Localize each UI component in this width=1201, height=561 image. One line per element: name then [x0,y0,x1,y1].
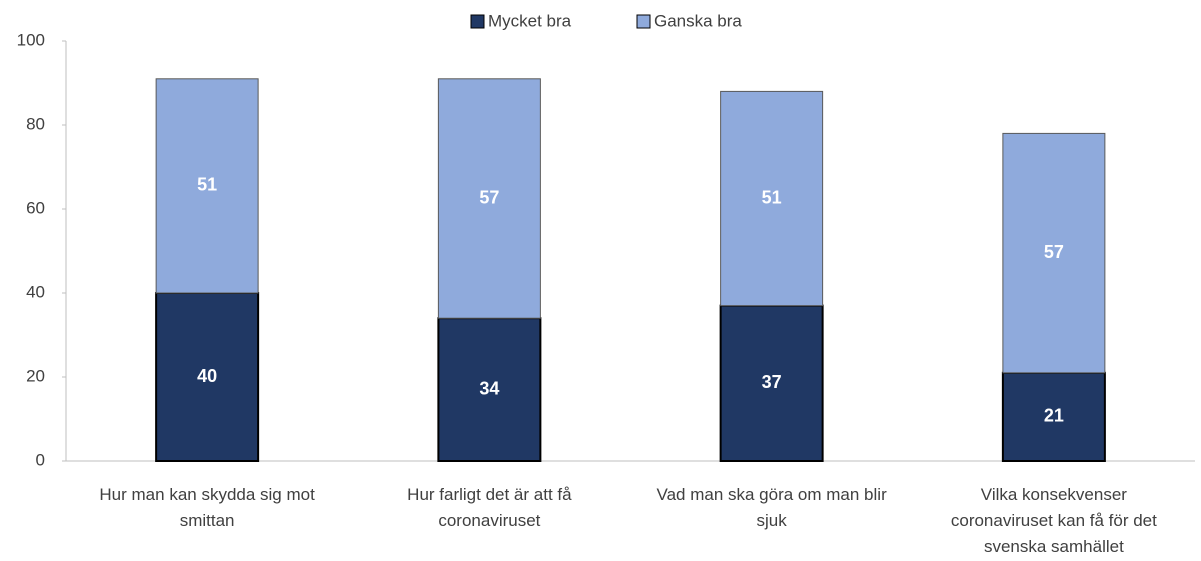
bar-segment [720,90,824,307]
data-label: 21 [1044,406,1064,426]
x-tick-label: Hur man kan skydda sig mot smittan [99,485,315,530]
bar-segment [155,292,260,462]
label-line: coronaviruset [438,511,540,530]
bar-segment [719,304,824,462]
data-label: 51 [197,175,217,195]
legend-label: Mycket bra [488,11,572,30]
data-label: 34 [479,378,499,398]
bar-segment [155,78,259,294]
data-label: 57 [479,187,499,207]
bar-segment [437,78,541,319]
data-label: 51 [762,187,782,207]
label-line: sjuk [757,511,788,530]
label-line: smittan [180,511,235,530]
x-tick-label: Hur farligt det är att få coronaviruset [407,485,572,530]
label-line: coronaviruset kan få för det [951,511,1157,530]
label-line: Hur man kan skydda sig mot [99,485,315,504]
label-line: svenska samhället [984,537,1124,556]
legend-label: Ganska bra [654,11,742,30]
x-tick-label: Vilka konsekvenser coronaviruset kan få f… [951,485,1157,556]
y-tick-label: 80 [26,114,45,133]
y-tick-label: 100 [17,30,45,49]
x-tick-label: Vad man ska göra om man blir sjuk [657,485,888,530]
label-line: Vad man ska göra om man blir [657,485,888,504]
data-label: 37 [762,372,782,392]
y-tick-label: 60 [26,198,45,217]
y-tick-label: 0 [36,450,45,469]
data-label: 40 [197,366,217,386]
bar-segment [437,317,542,463]
label-line: Vilka konsekvenser [981,485,1127,504]
data-label: 57 [1044,242,1064,262]
label-line: Hur farligt det är att få [407,485,572,504]
legend-swatch [470,14,485,29]
legend-swatch [636,14,651,29]
y-tick-label: 20 [26,366,45,385]
bar-segment [1002,132,1106,374]
y-tick-label: 40 [26,282,45,301]
